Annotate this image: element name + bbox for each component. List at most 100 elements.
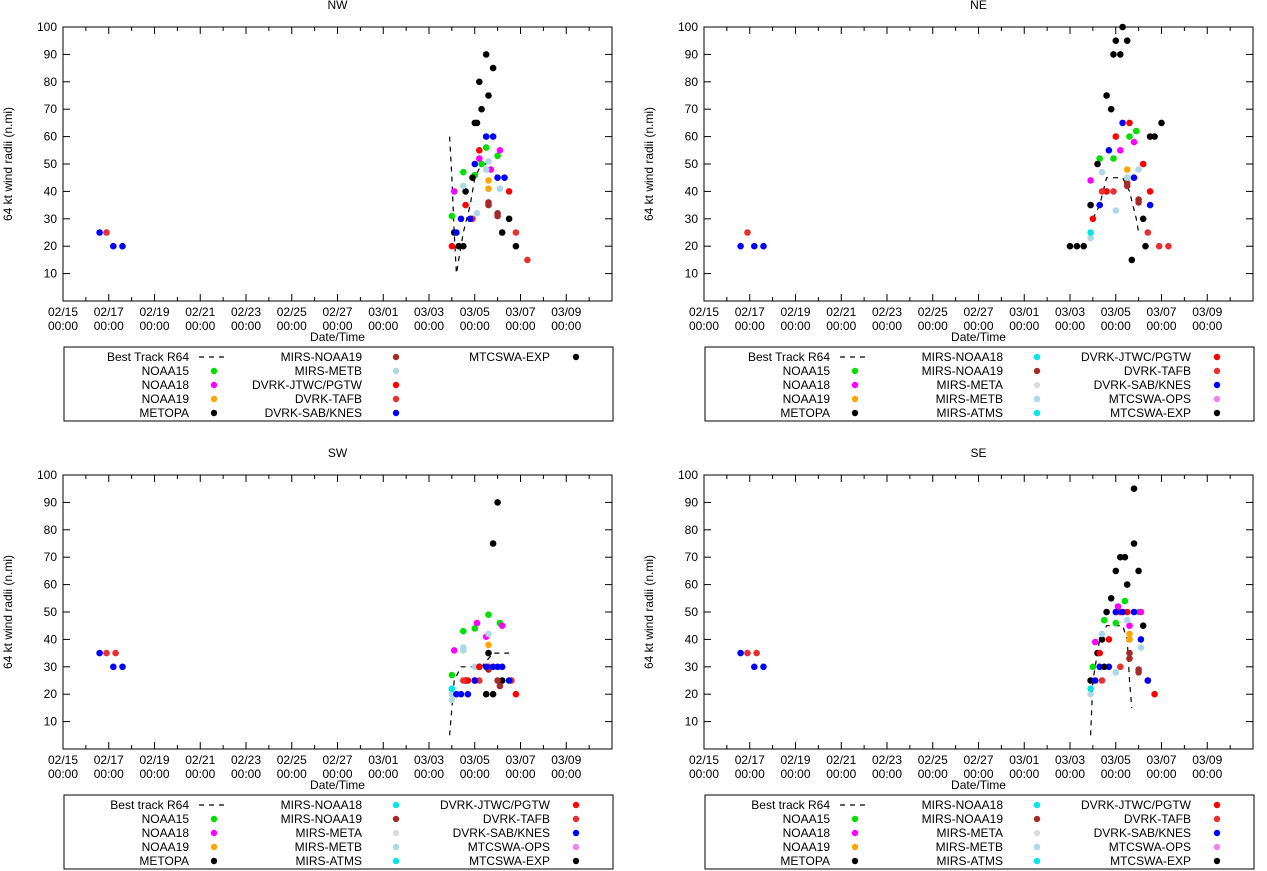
data-point	[1123, 166, 1131, 173]
data-point	[1112, 567, 1120, 575]
x-tick-time: 00:00	[689, 319, 719, 333]
data-point	[110, 242, 117, 250]
data-point	[512, 229, 520, 236]
legend-label: DVRK-JTWC/PGTW	[1081, 798, 1192, 812]
legend-label: MIRS-ATMS	[937, 854, 1003, 868]
legend-dot-marker	[851, 395, 859, 403]
x-tick-time: 00:00	[185, 319, 215, 333]
series-noaa19	[485, 641, 492, 649]
legend-label: NOAA15	[783, 364, 831, 378]
data-point	[1087, 690, 1094, 698]
y-axis-label: 64 kt wind radii (n.mi)	[642, 555, 656, 669]
data-point	[103, 649, 110, 657]
data-point	[1146, 188, 1154, 195]
data-point	[1087, 685, 1094, 692]
y-tick-label: 70	[44, 102, 58, 116]
data-point	[1151, 690, 1158, 698]
data-point	[119, 663, 126, 671]
y-tick-label: 100	[37, 468, 57, 482]
data-point	[1091, 677, 1099, 684]
x-tick-date: 03/05	[1101, 753, 1131, 767]
data-point	[1073, 242, 1081, 250]
legend-dot-marker	[210, 815, 218, 823]
legend-dot-marker	[1213, 857, 1221, 865]
data-point	[1117, 147, 1124, 154]
x-tick-time: 00:00	[94, 319, 124, 333]
x-tick-date: 02/17	[94, 753, 124, 767]
data-point	[482, 133, 490, 140]
series-dvrk-sab-knes	[737, 608, 1152, 684]
data-point	[453, 229, 460, 236]
x-tick-date: 02/19	[139, 305, 169, 319]
data-point	[1158, 119, 1165, 127]
series-dvrk-sab-knes	[96, 649, 513, 698]
x-tick-time: 00:00	[48, 767, 78, 781]
x-tick-time: 00:00	[1055, 319, 1085, 333]
x-tick-date: 02/21	[185, 753, 215, 767]
series-metopa	[1087, 485, 1147, 684]
legend-label: MTCSWA-OPS	[1109, 392, 1191, 406]
data-point	[494, 152, 501, 160]
x-tick-date: 02/25	[277, 305, 307, 319]
data-point	[1098, 636, 1106, 643]
legend-dot-marker	[210, 843, 218, 851]
y-tick-label: 30	[685, 212, 699, 226]
legend-dot-marker	[210, 395, 218, 403]
x-tick-time: 00:00	[322, 319, 352, 333]
data-point	[471, 677, 479, 684]
x-axis-label: Date/Time	[310, 330, 365, 344]
data-point	[1089, 215, 1097, 223]
legend-label: MIRS-NOAA19	[922, 812, 1004, 826]
legend-label: MIRS-NOAA18	[922, 350, 1004, 364]
data-point	[1091, 638, 1099, 646]
y-tick-label: 20	[685, 687, 699, 701]
x-tick-time: 00:00	[460, 319, 490, 333]
data-point	[471, 625, 479, 632]
x-tick-date: 03/05	[1101, 305, 1131, 319]
y-tick-label: 90	[44, 47, 58, 61]
y-tick-label: 100	[37, 20, 57, 34]
y-tick-label: 60	[685, 130, 699, 144]
x-tick-date: 02/19	[780, 753, 810, 767]
data-point	[471, 160, 479, 168]
legend-label: DVRK-TAFB	[483, 812, 550, 826]
legend-label: MIRS-NOAA19	[922, 364, 1004, 378]
data-point	[1117, 51, 1124, 58]
x-tick-date: 02/25	[918, 753, 948, 767]
legend-label: NOAA19	[783, 392, 831, 406]
data-point	[457, 690, 465, 698]
y-tick-label: 20	[44, 687, 58, 701]
series-mirs-metb	[448, 630, 492, 703]
data-point	[464, 690, 472, 698]
chart-title: SE	[970, 446, 986, 460]
series-dvrk-tafb	[103, 215, 531, 264]
legend-dot-marker	[1213, 409, 1221, 417]
x-tick-date: 02/19	[780, 305, 810, 319]
x-tick-time: 00:00	[185, 767, 215, 781]
series-noaa15	[448, 144, 501, 220]
legend-label: MIRS-META	[937, 826, 1003, 840]
data-point	[1135, 669, 1142, 676]
x-tick-time: 00:00	[231, 767, 261, 781]
series-noaa18	[1091, 603, 1145, 646]
panel-sw: SW10203040506070809010002/1500:0002/1700…	[1, 446, 614, 870]
data-point	[1135, 199, 1142, 206]
x-tick-time: 00:00	[460, 767, 490, 781]
legend-label: MIRS-NOAA18	[922, 798, 1004, 812]
data-point	[450, 647, 458, 654]
x-tick-date: 02/21	[185, 305, 215, 319]
y-tick-label: 60	[44, 130, 58, 144]
legend-label: MIRS-METB	[295, 364, 362, 378]
legend-label: MIRS-METB	[936, 840, 1003, 854]
data-point	[485, 649, 492, 657]
legend-dot-marker	[392, 395, 400, 403]
legend-label: NOAA18	[783, 826, 831, 840]
x-tick-time: 00:00	[368, 767, 398, 781]
data-point	[460, 242, 467, 250]
data-point	[1094, 160, 1101, 168]
data-point	[476, 155, 483, 162]
x-axis-label: Date/Time	[310, 778, 365, 792]
data-point	[1087, 177, 1094, 184]
data-point	[494, 677, 501, 684]
